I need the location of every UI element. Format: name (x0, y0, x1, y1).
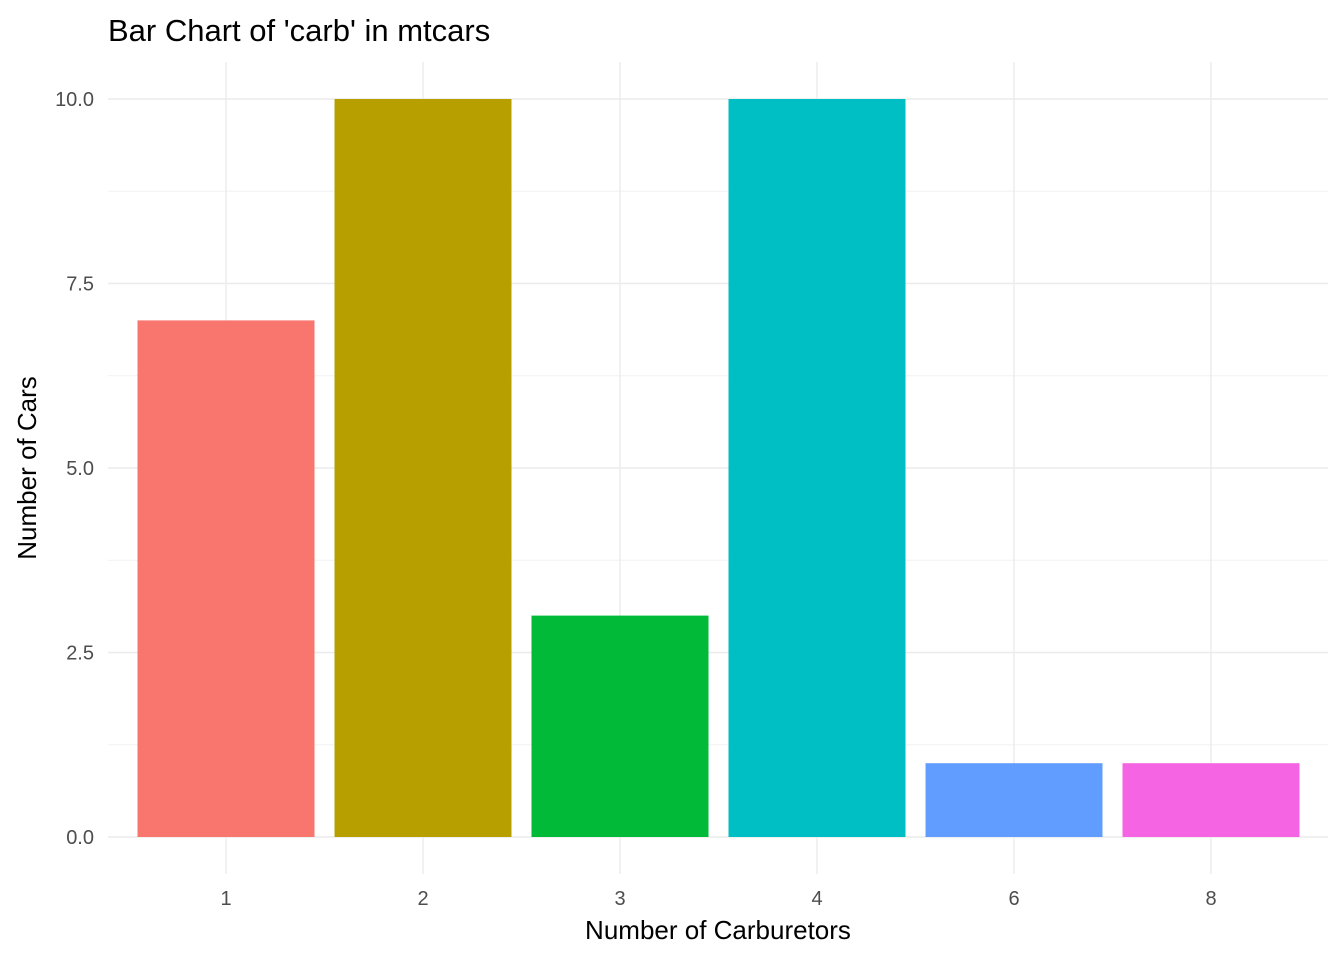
bar-4 (728, 99, 906, 837)
bar-3 (531, 615, 709, 837)
bar-2 (334, 99, 512, 837)
bar-6 (925, 763, 1103, 837)
x-tick-label: 2 (417, 888, 428, 910)
y-tick-label: 10.0 (55, 89, 94, 111)
x-tick-label: 4 (811, 888, 822, 910)
x-tick-label: 1 (220, 888, 231, 910)
y-tick-label: 2.5 (66, 643, 94, 665)
chart-title: Bar Chart of 'carb' in mtcars (108, 13, 490, 48)
y-axis-title: Number of Cars (12, 376, 42, 560)
x-tick-label: 6 (1008, 888, 1019, 910)
bar-8 (1122, 763, 1300, 837)
y-axis-ticks: 0.0 2.5 5.0 7.5 10.0 (55, 89, 94, 849)
bar-1 (137, 320, 315, 837)
y-tick-label: 0.0 (66, 827, 94, 849)
x-axis-title: Number of Carburetors (585, 915, 851, 945)
bars (137, 99, 1300, 837)
y-tick-label: 5.0 (66, 458, 94, 480)
x-tick-label: 3 (614, 888, 625, 910)
x-tick-label: 8 (1205, 888, 1216, 910)
y-tick-label: 7.5 (66, 274, 94, 296)
x-axis-ticks: 1 2 3 4 6 8 (220, 888, 1216, 910)
